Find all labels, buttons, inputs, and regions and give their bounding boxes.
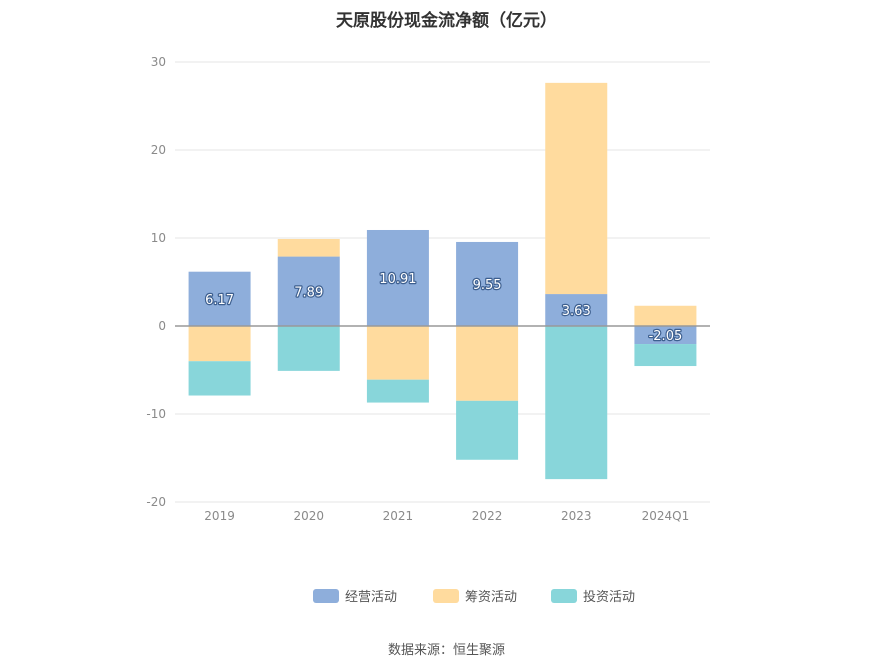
y-tick-label: -10: [146, 407, 166, 421]
y-tick-label: 30: [151, 55, 166, 69]
legend-label: 筹资活动: [465, 589, 517, 605]
bar-investing: [366, 379, 429, 403]
bar-financing: [634, 305, 697, 326]
bar-operating: [545, 294, 608, 326]
legend-swatch: [313, 589, 339, 603]
bar-financing: [188, 326, 251, 362]
x-tick-label: 2019: [204, 509, 235, 523]
bar-operating: [188, 271, 251, 326]
y-tick-label: 10: [151, 231, 166, 245]
bar-operating: [366, 229, 429, 326]
x-tick-label: 2023: [561, 509, 592, 523]
y-tick-label: 20: [151, 143, 166, 157]
bar-financing: [456, 326, 519, 401]
bar-investing: [188, 361, 251, 396]
legend-swatch: [433, 589, 459, 603]
legend-label: 投资活动: [583, 589, 635, 605]
legend-label: 经营活动: [345, 590, 397, 605]
x-tick-label: 2021: [383, 509, 414, 523]
bar-operating: [277, 256, 340, 326]
data-label: 10.91: [379, 272, 416, 287]
data-label: -2.05: [649, 329, 683, 344]
x-tick-label: 2024Q1: [642, 509, 690, 523]
bar-financing: [545, 82, 608, 295]
data-label: 7.89: [294, 285, 323, 300]
bar-investing: [545, 326, 608, 480]
bar-financing: [366, 326, 429, 380]
data-label: 6.17: [205, 293, 234, 308]
bar-investing: [456, 400, 519, 460]
chart-svg: 30 20 10 0 -10 -20 2019 2020 2021 2022 2023 2024Q1 6…: [146, 55, 710, 605]
chart-title: 天原股份现金流净额（亿元）: [336, 11, 557, 31]
x-tick-label: 2022: [472, 509, 503, 523]
data-label: 3.63: [562, 304, 591, 319]
bar-financing: [277, 238, 340, 257]
data-source: 数据来源：恒生聚源: [387, 643, 505, 658]
bar-operating: [634, 326, 697, 345]
bar-operating: [456, 241, 519, 326]
bar-investing: [634, 344, 697, 367]
x-tick-label: 2020: [293, 509, 324, 523]
legend-swatch: [551, 589, 577, 603]
y-tick-label: 0: [158, 319, 166, 333]
y-tick-label: -20: [146, 495, 166, 509]
bar-investing: [277, 326, 340, 371]
data-label: 9.55: [473, 278, 502, 293]
